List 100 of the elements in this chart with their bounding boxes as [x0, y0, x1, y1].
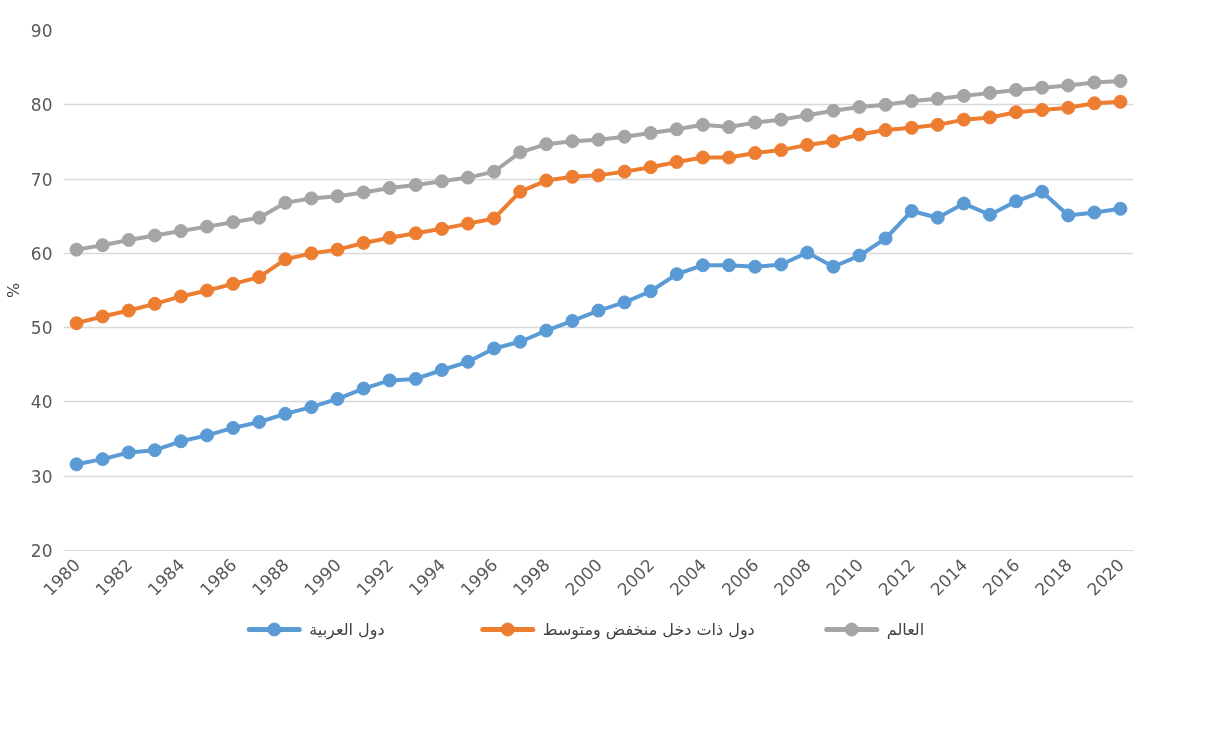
- point: [748, 115, 763, 130]
- point: [669, 267, 684, 282]
- y-tick-label: 20: [30, 541, 53, 561]
- point: [200, 219, 215, 234]
- point: [721, 150, 736, 165]
- point: [382, 181, 397, 195]
- point: [408, 371, 423, 386]
- point: [408, 178, 423, 192]
- point: [1009, 194, 1024, 209]
- point: [930, 117, 945, 132]
- point: [695, 258, 710, 273]
- point: [695, 150, 710, 165]
- point: [408, 226, 423, 241]
- point: [95, 238, 110, 253]
- point: [826, 103, 841, 118]
- point: [826, 259, 841, 274]
- point: [1061, 208, 1076, 223]
- point: [1035, 103, 1050, 117]
- y-tick-label: 40: [30, 392, 53, 413]
- point: [617, 164, 632, 179]
- point: [356, 185, 371, 200]
- point: [904, 94, 919, 109]
- point: [643, 160, 658, 175]
- point: [278, 406, 293, 421]
- y-tick-label: 30: [30, 466, 53, 487]
- point: [1113, 74, 1128, 88]
- point: [1087, 75, 1102, 90]
- point: [721, 258, 736, 273]
- point: [304, 246, 319, 261]
- point: [852, 100, 867, 114]
- point: [121, 233, 136, 247]
- point: [173, 224, 188, 239]
- point: [95, 452, 110, 467]
- point: [930, 91, 945, 106]
- point: [461, 216, 476, 231]
- point: [956, 112, 971, 127]
- y-tick-label: 50: [30, 318, 53, 339]
- point: [878, 231, 893, 246]
- point: [617, 129, 632, 144]
- point: [930, 210, 945, 225]
- point: [1035, 184, 1050, 199]
- point: [147, 443, 162, 458]
- point: [304, 400, 319, 415]
- point: [565, 134, 580, 149]
- point: [173, 434, 188, 449]
- point: [95, 309, 110, 324]
- point: [1113, 201, 1128, 216]
- point: [852, 127, 867, 142]
- point: [1113, 94, 1128, 109]
- point: [539, 173, 554, 188]
- y-axis-title: %: [3, 282, 23, 299]
- point: [591, 303, 606, 318]
- y-tick-label: 80: [30, 95, 53, 116]
- point: [252, 415, 267, 429]
- point: [956, 196, 971, 211]
- point: [434, 363, 449, 377]
- point: [643, 126, 658, 140]
- point: [330, 242, 345, 257]
- point: [1009, 105, 1024, 120]
- point: [252, 270, 267, 285]
- point: [878, 97, 893, 112]
- point: [1035, 80, 1050, 95]
- point: [904, 120, 919, 135]
- point: [382, 373, 397, 388]
- point: [487, 164, 502, 179]
- point: [513, 145, 528, 160]
- point: [1061, 78, 1076, 93]
- point: [878, 123, 893, 138]
- point: [826, 134, 841, 149]
- point: [69, 316, 84, 331]
- point: [800, 245, 815, 260]
- point: [643, 284, 658, 299]
- point: [330, 189, 345, 204]
- point: [748, 146, 763, 161]
- point: [774, 112, 789, 127]
- point: [461, 170, 476, 185]
- legend-label: دول العربية: [309, 620, 385, 640]
- point: [173, 289, 188, 304]
- point: [800, 108, 815, 123]
- y-tick-label: 60: [30, 243, 53, 264]
- point: [513, 184, 528, 199]
- legend-label: العالم: [886, 620, 925, 639]
- point: [304, 191, 319, 206]
- point: [226, 420, 241, 435]
- point: [904, 204, 919, 218]
- point: [748, 259, 763, 274]
- point: [774, 257, 789, 272]
- point: [565, 313, 580, 328]
- point: [356, 381, 371, 396]
- point: [617, 295, 632, 310]
- point: [121, 445, 136, 460]
- point: [461, 354, 476, 369]
- point: [226, 215, 241, 230]
- point: [591, 168, 606, 183]
- point: [695, 117, 710, 132]
- point: [721, 120, 736, 135]
- y-tick-label: 90: [30, 21, 53, 41]
- point: [69, 457, 84, 472]
- point: [356, 235, 371, 250]
- point: [591, 132, 606, 147]
